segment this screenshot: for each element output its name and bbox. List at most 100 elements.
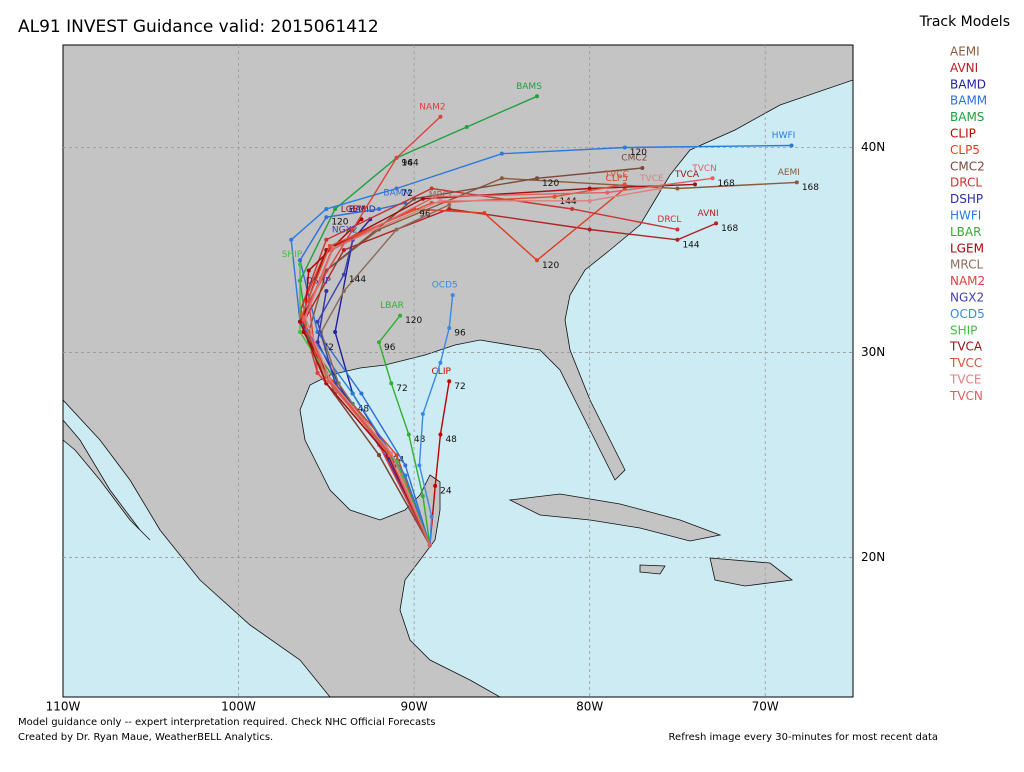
track-point bbox=[377, 453, 381, 458]
x-tick-label: 80W bbox=[576, 700, 603, 714]
legend-title: Track Models bbox=[919, 14, 1010, 30]
y-tick-label: 30N bbox=[861, 345, 885, 359]
track-point bbox=[350, 391, 355, 396]
hour-label: 72 bbox=[454, 382, 465, 392]
track-point bbox=[622, 145, 627, 150]
hour-label: 144 bbox=[682, 240, 699, 250]
track-name-label: CLP5 bbox=[606, 174, 628, 184]
legend-entry: AEMI bbox=[950, 45, 980, 59]
footer-credit: Created by Dr. Ryan Maue, WeatherBELL An… bbox=[18, 732, 273, 743]
track-line bbox=[304, 187, 661, 546]
track-point bbox=[587, 198, 592, 203]
track-name-label: TVCE bbox=[639, 174, 664, 184]
track-line bbox=[302, 177, 713, 546]
track-point bbox=[640, 166, 645, 171]
track-point bbox=[315, 319, 320, 324]
legend-entry: BAMM bbox=[950, 94, 987, 108]
legend-entry: OCD5 bbox=[950, 307, 985, 321]
legend-entry: TVCC bbox=[949, 356, 982, 370]
track-name-label: TVCA bbox=[674, 170, 700, 180]
hour-label: 24 bbox=[440, 486, 452, 496]
track-point bbox=[417, 463, 422, 468]
hour-label: 72 bbox=[402, 189, 413, 199]
track-point bbox=[675, 186, 680, 191]
baja bbox=[63, 419, 151, 541]
legend-entry: LBAR bbox=[950, 225, 981, 239]
track-point bbox=[329, 248, 334, 253]
track-name-label: DRCL bbox=[657, 215, 681, 225]
track-point bbox=[438, 198, 443, 203]
track-point bbox=[605, 190, 610, 195]
hour-label: 96 bbox=[419, 210, 431, 220]
track-point bbox=[324, 215, 329, 220]
track-point bbox=[447, 202, 452, 207]
legend-entry: CLIP bbox=[950, 127, 976, 141]
track-point bbox=[587, 186, 592, 191]
track-point bbox=[398, 313, 403, 318]
track-point bbox=[394, 186, 399, 191]
track-point bbox=[438, 114, 443, 119]
track-point bbox=[324, 207, 329, 212]
hispaniola bbox=[709, 557, 794, 587]
track-point bbox=[499, 176, 504, 181]
track-point bbox=[377, 340, 381, 345]
hour-label: 96 bbox=[402, 158, 414, 168]
track-name-label: MRCL bbox=[429, 190, 454, 200]
track-point bbox=[389, 381, 394, 386]
track-point bbox=[298, 319, 302, 324]
track-point bbox=[622, 182, 627, 187]
legend-entry: NAM2 bbox=[950, 274, 985, 288]
track-point bbox=[298, 258, 302, 263]
track-line bbox=[378, 315, 431, 546]
hour-label: 120 bbox=[542, 261, 559, 271]
hour-label: 168 bbox=[721, 224, 738, 234]
legend-entry: LGEM bbox=[950, 241, 984, 255]
track-point bbox=[438, 432, 443, 437]
track-point bbox=[306, 268, 311, 273]
track-point bbox=[464, 125, 469, 130]
track-point bbox=[341, 272, 346, 277]
legend-entry: DRCL bbox=[950, 176, 982, 190]
hour-label: 144 bbox=[349, 275, 366, 285]
track-point bbox=[394, 227, 399, 232]
legend-entry: AVNI bbox=[950, 61, 978, 75]
legend-entry: CLP5 bbox=[950, 143, 980, 157]
track-point bbox=[359, 391, 364, 396]
hour-label: 48 bbox=[445, 435, 457, 445]
hour-label: 72 bbox=[323, 343, 334, 353]
track-name-label: CLIP bbox=[432, 367, 452, 377]
track-point bbox=[394, 155, 399, 160]
legend-entry: CMC2 bbox=[950, 159, 985, 173]
track-point bbox=[789, 143, 794, 148]
track-point bbox=[324, 237, 329, 242]
track-point bbox=[433, 194, 438, 199]
track-point bbox=[657, 186, 662, 191]
track-point bbox=[450, 293, 455, 298]
hour-label: 120 bbox=[542, 179, 559, 189]
track-point bbox=[341, 289, 346, 294]
track-name-label: TVCN bbox=[691, 164, 717, 174]
track-point bbox=[447, 207, 452, 212]
track-point bbox=[333, 330, 338, 335]
track-point bbox=[336, 381, 341, 386]
legend-entry: TVCE bbox=[949, 373, 982, 387]
track-point bbox=[420, 196, 425, 201]
track-point bbox=[298, 262, 302, 267]
track-point bbox=[499, 151, 504, 156]
track-point bbox=[535, 176, 539, 181]
track-point bbox=[394, 453, 399, 458]
hour-label: 48 bbox=[414, 435, 426, 445]
track-point bbox=[420, 494, 425, 499]
track-point bbox=[299, 313, 304, 318]
track-point bbox=[535, 258, 539, 263]
hour-label: 120 bbox=[405, 316, 422, 326]
track-name-label: AEMI bbox=[778, 168, 800, 178]
legend-entry: SHIP bbox=[950, 323, 977, 337]
hour-label: 144 bbox=[560, 197, 577, 207]
footer-refresh: Refresh image every 30-minutes for most … bbox=[669, 732, 938, 743]
track-point bbox=[429, 514, 434, 519]
map-frame bbox=[62, 44, 854, 698]
hour-label: 96 bbox=[384, 343, 396, 353]
track-point bbox=[482, 211, 487, 216]
